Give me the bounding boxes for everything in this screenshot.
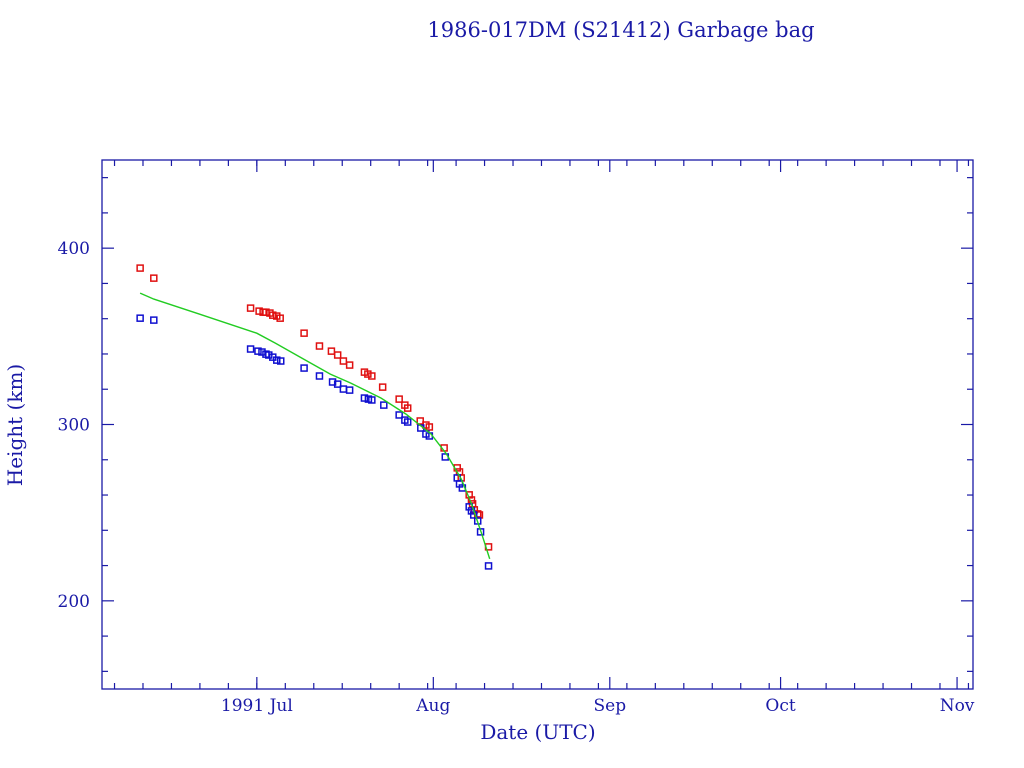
x-axis-label: Date (UTC) — [480, 720, 595, 744]
apogee-point — [378, 383, 387, 391]
apogee-point — [136, 264, 144, 272]
perigee-point — [380, 401, 388, 409]
apogee-point — [403, 404, 412, 412]
mean-height-line — [139, 292, 491, 560]
perigee-point — [328, 378, 337, 386]
perigee-point — [368, 396, 376, 404]
perigee-point — [246, 345, 255, 353]
series-apogee — [136, 264, 493, 551]
perigee-point — [333, 380, 342, 388]
y-tick-label: 400 — [58, 239, 90, 259]
apogee-point — [246, 304, 255, 312]
apogee-point — [300, 329, 308, 337]
perigee-point — [395, 411, 403, 419]
x-tick-label: Aug — [415, 696, 450, 716]
y-axis-label: Height (km) — [3, 364, 27, 486]
apogee-point — [395, 395, 403, 403]
x-tick-label: Nov — [940, 696, 975, 716]
apogee-point — [255, 307, 263, 315]
apogee-point — [339, 357, 348, 365]
perigee-point — [300, 364, 308, 372]
apogee-point — [150, 274, 158, 282]
perigee-point — [345, 386, 354, 394]
apogee-point — [425, 423, 434, 431]
apogee-point — [262, 308, 270, 316]
perigee-point — [315, 372, 324, 380]
series-perigee — [136, 314, 493, 570]
x-tick-label: Oct — [765, 696, 795, 716]
plot-frame — [101, 159, 974, 690]
apogee-point — [276, 314, 284, 322]
series-mean-height — [139, 292, 491, 560]
apogee-point — [269, 311, 277, 319]
perigee-point — [360, 394, 369, 402]
series-layer — [136, 264, 493, 570]
axis-ticks — [102, 160, 973, 689]
apogee-point — [416, 417, 424, 425]
perigee-point — [258, 348, 266, 356]
perigee-point — [277, 357, 285, 365]
perigee-point — [136, 314, 144, 322]
perigee-point — [403, 418, 412, 426]
apogee-point — [315, 342, 324, 350]
y-tick-label: 300 — [58, 416, 90, 436]
apogee-point — [327, 347, 336, 355]
plot-border — [101, 159, 974, 690]
apogee-point — [345, 361, 354, 369]
x-tick-label: 1991 Jul — [221, 696, 293, 716]
perigee-point — [273, 356, 281, 364]
apogee-point — [368, 372, 376, 380]
apogee-point — [364, 370, 372, 378]
perigee-point — [150, 316, 158, 324]
perigee-point — [254, 347, 262, 355]
x-tick-label: Sep — [594, 696, 627, 716]
tick-labels: 200 300 400 1991 Jul Aug Sep Oct Nov — [58, 239, 975, 716]
apogee-point — [333, 351, 342, 359]
perigee-point — [484, 562, 493, 570]
perigee-point — [265, 351, 273, 359]
y-tick-label: 200 — [58, 592, 90, 612]
chart-title: 1986-017DM (S21412) Garbage bag — [427, 18, 814, 42]
